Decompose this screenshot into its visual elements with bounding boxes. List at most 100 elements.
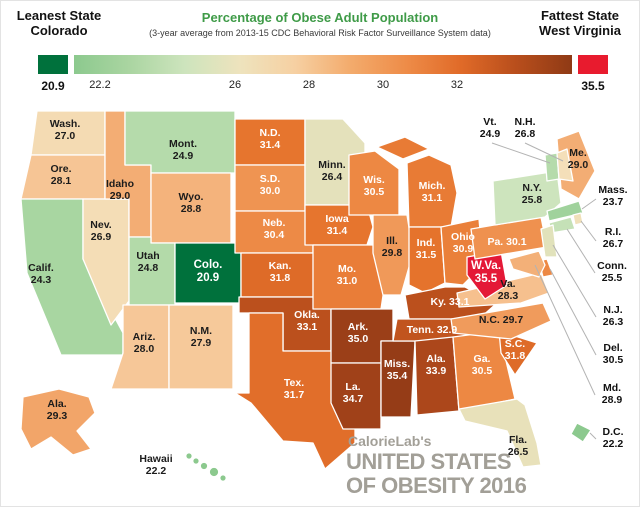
state-label-nd: N.D. xyxy=(260,127,281,139)
state-label-hi: Hawaii xyxy=(139,453,172,465)
state-label-nh: N.H. xyxy=(515,116,536,128)
state-value-nv: 26.9 xyxy=(91,231,112,243)
fattest-label: Fattest State xyxy=(540,8,620,23)
state-label-md: Md. xyxy=(603,382,621,394)
scale-gradient-bar xyxy=(74,55,572,74)
footer-title-line1: UNITED STATES xyxy=(346,449,512,474)
state-value-in: 31.5 xyxy=(416,249,437,261)
page-subtitle: (3-year average from 2013-15 CDC Behavio… xyxy=(149,28,491,38)
callout-leader-lines xyxy=(491,142,597,440)
state-shape-hi xyxy=(192,457,200,465)
state-shape-va xyxy=(456,272,550,308)
state-label-ia: Iowa xyxy=(325,213,348,225)
state-value-tx: 31.7 xyxy=(284,389,305,401)
state-shape-in xyxy=(408,226,446,294)
callout-line-md xyxy=(534,264,596,396)
state-value-ne: 30.4 xyxy=(264,229,285,241)
state-value-il: 29.8 xyxy=(382,247,403,259)
scale-max-swatch xyxy=(578,55,608,74)
state-label-ct: Conn. xyxy=(597,260,627,272)
state-label-de: Del. xyxy=(603,342,622,354)
state-value-va: 28.3 xyxy=(498,290,519,302)
scale-tick-label: 22.2 xyxy=(89,79,111,91)
state-label-oh: Ohio xyxy=(451,231,475,243)
fattest-state-block: Fattest State West Virginia xyxy=(523,8,637,38)
state-value-id: 29.0 xyxy=(110,190,131,202)
state-label-sd: S.D. xyxy=(260,173,281,185)
state-label-ms: Miss. xyxy=(384,358,410,370)
state-value-wa: 27.0 xyxy=(55,130,76,142)
state-label-sc: S.C. xyxy=(505,338,526,350)
state-label-or: Ore. xyxy=(50,163,71,175)
state-value-al: 33.9 xyxy=(426,365,447,377)
scale-tick-label: 32 xyxy=(450,79,464,91)
state-label-ok: Okla. xyxy=(294,309,320,321)
state-shape-mi xyxy=(376,136,430,160)
state-label-in: Ind. xyxy=(417,237,436,249)
state-label-ga: Ga. xyxy=(474,353,491,365)
state-shape-fl xyxy=(458,398,542,468)
state-value-nd: 31.4 xyxy=(260,139,281,151)
callout-line-ri xyxy=(580,220,597,242)
state-shape-il xyxy=(372,214,414,296)
state-label-tn: Tenn. 32.9 xyxy=(407,324,458,336)
state-value-ia: 31.4 xyxy=(327,225,348,237)
state-value-mi: 31.1 xyxy=(422,192,443,204)
state-value-nh: 26.8 xyxy=(515,128,536,140)
state-shape-dc xyxy=(570,422,592,443)
state-value-mn: 26.4 xyxy=(322,171,343,183)
state-shape-me xyxy=(556,130,596,200)
callout-line-de xyxy=(549,268,597,356)
state-shape-tx xyxy=(234,312,356,470)
state-label-il: Ill. xyxy=(386,235,398,247)
state-value-wv: 35.5 xyxy=(475,273,498,285)
state-value-ok: 33.1 xyxy=(297,321,318,333)
callout-line-ct xyxy=(566,228,596,274)
state-shape-wi xyxy=(348,150,400,216)
state-value-nj: 26.3 xyxy=(603,316,624,328)
footer-title-line2: OF OBESITY 2016 xyxy=(346,473,527,498)
state-value-nm: 27.9 xyxy=(191,337,212,349)
state-label-ma: Mass. xyxy=(598,184,627,196)
state-value-mt: 24.9 xyxy=(173,150,194,162)
state-label-mo: Mo. xyxy=(338,263,356,275)
state-shape-md xyxy=(508,250,546,278)
state-value-vt: 24.9 xyxy=(480,128,501,140)
state-value-ny: 25.8 xyxy=(522,194,543,206)
state-shape-sc xyxy=(498,330,538,376)
state-value-me: 29.0 xyxy=(568,159,589,171)
state-value-md: 28.9 xyxy=(602,394,623,406)
state-label-la: La. xyxy=(345,381,360,393)
state-value-ga: 30.5 xyxy=(472,365,493,377)
scale-tick-label: 26 xyxy=(228,79,242,91)
state-shape-hi xyxy=(219,474,227,482)
scale-min-swatch xyxy=(38,55,68,74)
state-label-nv: Nev. xyxy=(90,219,111,231)
state-labels: Wash.27.0 Ore.28.1 Calif.24.3 Nev.26.9 Idaho… xyxy=(28,116,628,477)
fattest-state-name: West Virginia xyxy=(539,23,621,38)
state-value-dc: 22.2 xyxy=(603,438,624,450)
state-value-ca: 24.3 xyxy=(31,274,52,286)
callout-line-nj xyxy=(552,244,597,318)
state-value-ks: 31.8 xyxy=(270,272,291,284)
state-label-ks: Kan. xyxy=(269,260,292,272)
state-label-ne: Neb. xyxy=(263,217,286,229)
callout-line-ma xyxy=(581,198,597,210)
state-value-mo: 31.0 xyxy=(337,275,358,287)
state-label-ak: Ala. xyxy=(47,398,66,410)
page-title: Percentage of Obese Adult Population xyxy=(201,10,439,25)
state-shape-ma xyxy=(546,200,584,222)
state-value-co: 20.9 xyxy=(197,272,219,284)
state-label-ky: Ky. 33.1 xyxy=(431,296,470,308)
callout-line-vt xyxy=(491,142,551,164)
state-shape-nm xyxy=(168,304,234,390)
state-label-ut: Utah xyxy=(136,250,159,262)
scale-max-label: 35.5 xyxy=(581,79,605,93)
state-value-az: 28.0 xyxy=(134,343,155,355)
leanest-state-name: Colorado xyxy=(30,23,88,38)
state-value-wy: 28.8 xyxy=(181,203,202,215)
state-value-hi: 22.2 xyxy=(146,465,167,477)
state-label-fl: Fla. xyxy=(509,434,527,446)
